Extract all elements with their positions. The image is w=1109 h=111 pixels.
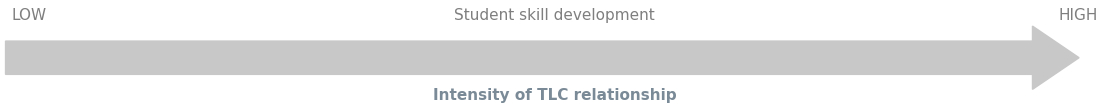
- Text: LOW: LOW: [11, 8, 47, 23]
- Text: Intensity of TLC relationship: Intensity of TLC relationship: [433, 88, 676, 103]
- Text: HIGH: HIGH: [1058, 8, 1098, 23]
- FancyArrow shape: [6, 26, 1079, 89]
- Text: Student skill development: Student skill development: [454, 8, 655, 23]
